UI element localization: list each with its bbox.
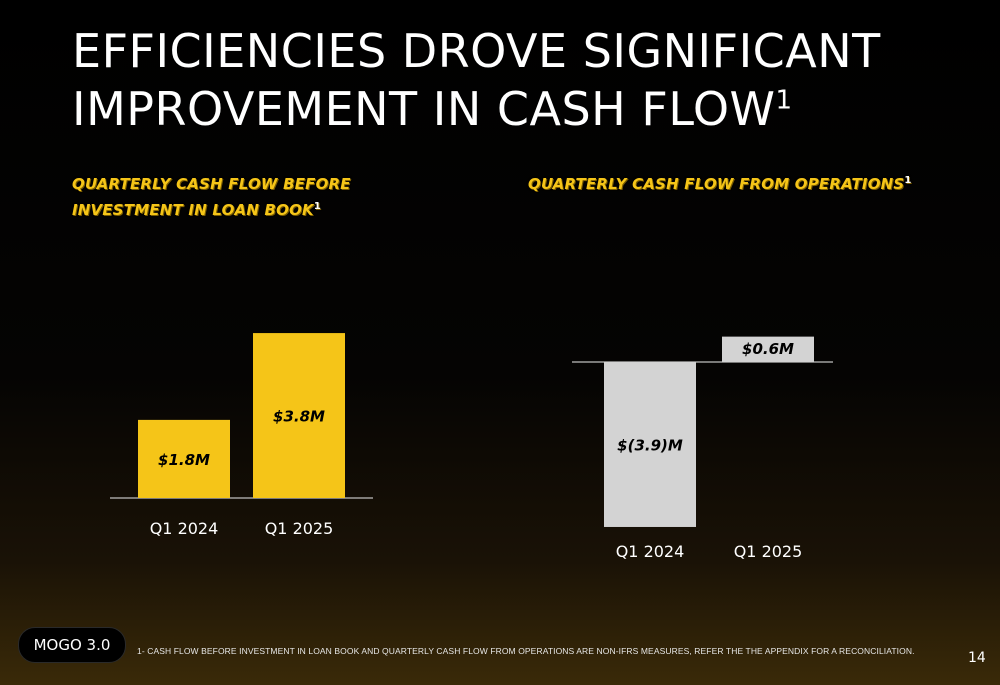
left-chart-footnote-mark: 1 — [313, 201, 322, 212]
left-chart-title: QUARTERLY CASH FLOW BEFORE INVESTMENT IN… — [72, 171, 392, 223]
bar-q1-2024 — [604, 362, 696, 527]
data-label: $1.8M — [158, 451, 210, 469]
category-label: Q1 2025 — [265, 519, 334, 538]
bar-q1-2025 — [253, 333, 345, 498]
brand-badge: MOGO 3.0 — [18, 627, 126, 663]
cash-flow-before-investment-chart: $1.8M Q1 2024 $3.8M Q1 2025 — [110, 333, 373, 538]
left-chart-title-text: QUARTERLY CASH FLOW BEFORE INVESTMENT IN… — [72, 175, 351, 219]
slide-title-text: EFFICIENCIES DROVE SIGNIFICANT IMPROVEME… — [72, 24, 881, 136]
category-label: Q1 2024 — [616, 542, 685, 561]
bar-q1-2025 — [722, 336, 814, 362]
data-label: $0.6M — [742, 340, 794, 358]
data-label: $3.8M — [273, 408, 325, 426]
right-chart-title-text: QUARTERLY CASH FLOW FROM OPERATIONS — [528, 175, 905, 193]
data-label: $(3.9)M — [617, 436, 683, 454]
right-chart-title: QUARTERLY CASH FLOW FROM OPERATIONS1 — [528, 171, 948, 197]
category-label: Q1 2024 — [150, 519, 219, 538]
footnote: 1- CASH FLOW BEFORE INVESTMENT IN LOAN B… — [137, 646, 915, 656]
title-footnote-mark: 1 — [775, 85, 793, 116]
page-number: 14 — [968, 650, 986, 666]
slide-title: EFFICIENCIES DROVE SIGNIFICANT IMPROVEME… — [72, 22, 952, 138]
cash-flow-from-operations-chart: $(3.9)M Q1 2024 $0.6M Q1 2025 — [572, 336, 833, 561]
category-label: Q1 2025 — [734, 542, 803, 561]
bar-q1-2024 — [138, 419, 230, 498]
right-chart-footnote-mark: 1 — [904, 175, 912, 186]
